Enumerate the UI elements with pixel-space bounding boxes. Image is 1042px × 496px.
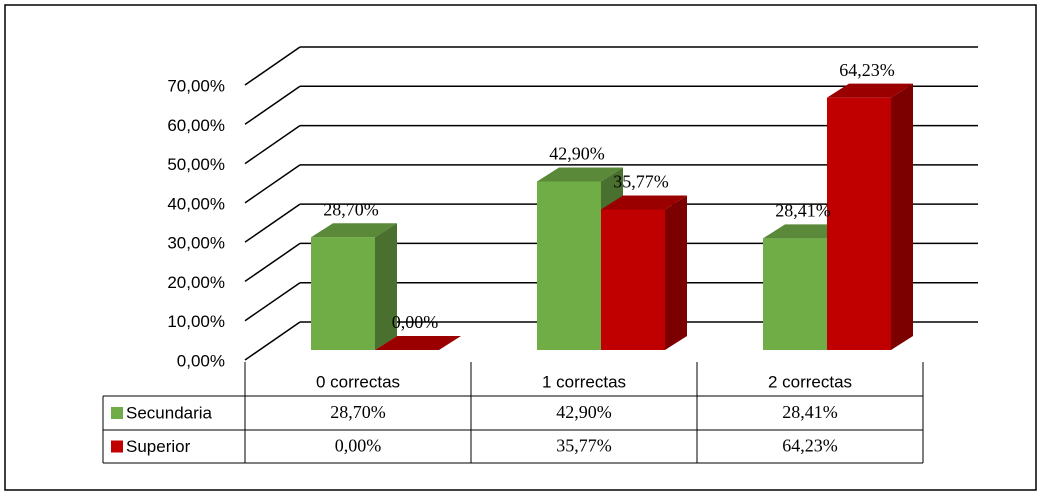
y-tick-label: 20,00% (167, 273, 225, 292)
legend-swatch (111, 407, 123, 419)
bar-top (827, 83, 913, 98)
table-value: 28,70% (330, 402, 386, 422)
grid-line (244, 46, 301, 86)
data-label: 64,23% (839, 60, 895, 80)
y-tick-label: 40,00% (167, 194, 225, 213)
data-label: 0,00% (392, 312, 439, 332)
y-tick-label: 10,00% (167, 312, 225, 331)
bar-top (375, 336, 461, 350)
bar-top (601, 195, 687, 210)
data-label: 35,77% (613, 172, 669, 192)
data-label: 42,90% (549, 144, 605, 164)
y-tick-label: 60,00% (167, 116, 225, 135)
x-tick-label: 2 correctas (768, 372, 852, 391)
y-tick-label: 50,00% (167, 155, 225, 174)
bar (763, 238, 827, 350)
grid-line (244, 124, 301, 165)
grid-line (244, 203, 301, 243)
x-tick-label: 1 correctas (542, 372, 626, 391)
table-value: 42,90% (556, 402, 612, 422)
bar-side (891, 83, 913, 351)
grid-line (244, 164, 301, 204)
legend-label: Superior (126, 437, 191, 456)
legend-label: Secundaria (126, 403, 213, 422)
y-tick-label: 30,00% (167, 234, 225, 253)
x-tick-label: 0 correctas (316, 372, 400, 391)
table-value: 35,77% (556, 436, 612, 456)
y-tick-label: 0,00% (177, 351, 225, 370)
grid-line (244, 321, 301, 361)
y-tick-label: 70,00% (167, 76, 225, 95)
table-value: 28,41% (782, 402, 838, 422)
grid-line (244, 242, 301, 283)
bar (601, 209, 665, 350)
bar-top (537, 167, 623, 182)
bar (827, 97, 891, 351)
data-label: 28,70% (323, 199, 379, 219)
legend-swatch (111, 440, 123, 453)
bar-side (375, 223, 397, 350)
table-value: 64,23% (782, 436, 838, 456)
grid-line (244, 85, 301, 125)
table-value: 0,00% (335, 436, 382, 456)
grid-line (244, 282, 301, 322)
bar-top (311, 223, 397, 238)
bar (537, 181, 601, 350)
bar-side (665, 195, 687, 350)
data-label: 28,41% (775, 201, 831, 221)
bar (311, 237, 375, 350)
